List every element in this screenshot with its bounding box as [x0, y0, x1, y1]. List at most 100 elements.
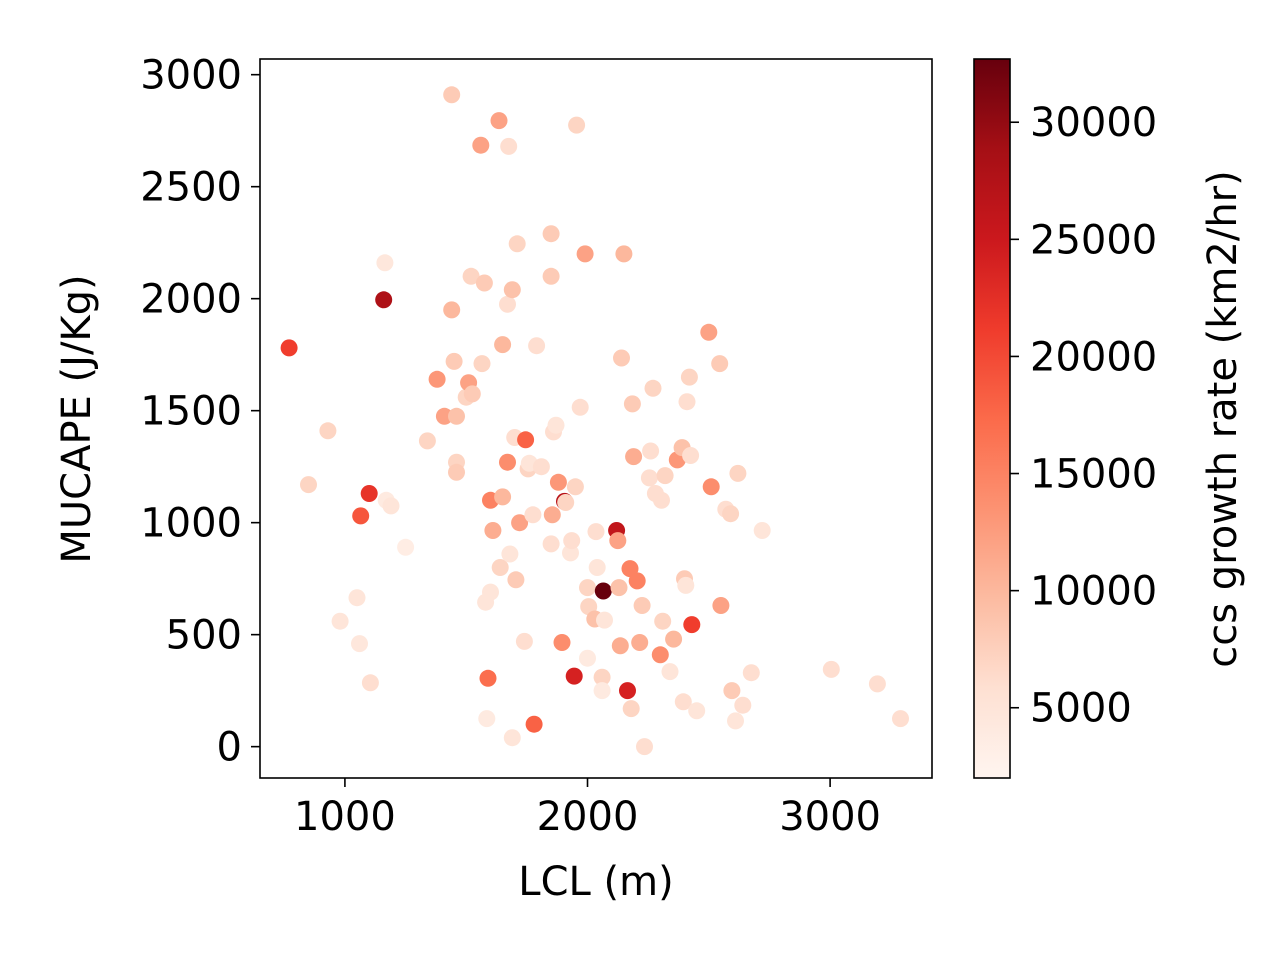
colorbar-tick-label-15000: 15000 — [1030, 452, 1157, 498]
data-point-101 — [642, 442, 660, 460]
data-point-90 — [615, 245, 633, 263]
data-point-116 — [680, 368, 698, 386]
colorbar-tick-label-25000: 25000 — [1030, 217, 1157, 263]
colorbar-tick-label-20000: 20000 — [1030, 334, 1157, 380]
data-point-72 — [568, 116, 586, 134]
data-point-129 — [734, 696, 752, 714]
data-points — [280, 86, 909, 756]
data-point-22 — [448, 407, 465, 425]
data-point-99 — [636, 738, 653, 756]
colorbar-tick-label-5000: 5000 — [1030, 686, 1132, 732]
data-point-9 — [375, 291, 393, 309]
data-point-45 — [503, 729, 521, 747]
data-point-1 — [300, 476, 317, 494]
data-point-29 — [475, 274, 493, 292]
data-point-21 — [448, 463, 465, 481]
data-point-118 — [683, 616, 701, 634]
x-axis: 1000 2000 3000 — [294, 778, 881, 840]
data-point-50 — [515, 632, 533, 650]
colorbar-axis: 5000 10000 15000 20000 25000 30000 — [1010, 100, 1157, 732]
data-point-84 — [596, 611, 613, 629]
colorbar — [973, 58, 1011, 779]
data-point-74 — [576, 245, 594, 263]
data-point-134 — [892, 710, 909, 728]
data-point-87 — [610, 579, 628, 597]
data-point-3 — [331, 612, 349, 630]
data-point-121 — [702, 478, 720, 496]
data-point-44 — [503, 281, 521, 299]
data-point-109 — [665, 630, 683, 648]
x-tick-label-3000: 3000 — [779, 794, 881, 840]
data-point-28 — [473, 355, 491, 373]
colorbar-tick-label-30000: 30000 — [1030, 100, 1157, 146]
data-point-98 — [633, 597, 651, 614]
data-point-68 — [562, 544, 579, 562]
data-point-27 — [472, 136, 490, 154]
data-point-17 — [443, 86, 461, 104]
data-point-97 — [631, 634, 649, 651]
data-point-100 — [640, 469, 658, 487]
data-point-55 — [525, 715, 543, 733]
data-point-80 — [588, 559, 606, 576]
data-point-58 — [542, 225, 560, 243]
data-point-5 — [351, 635, 368, 653]
data-point-43 — [501, 545, 519, 563]
data-point-63 — [547, 416, 565, 434]
data-point-39 — [494, 488, 512, 506]
data-point-37 — [491, 559, 509, 576]
data-point-104 — [651, 646, 669, 664]
data-point-59 — [542, 267, 560, 285]
data-point-19 — [445, 352, 463, 370]
data-point-8 — [361, 674, 379, 692]
data-point-6 — [352, 507, 370, 525]
data-point-79 — [587, 523, 605, 541]
data-point-18 — [443, 301, 461, 319]
data-point-4 — [348, 589, 366, 607]
data-point-132 — [822, 660, 840, 678]
data-point-128 — [729, 464, 747, 482]
data-point-54 — [524, 506, 542, 524]
data-point-83 — [594, 582, 612, 600]
data-point-16 — [435, 407, 453, 425]
data-point-61 — [543, 506, 561, 524]
data-point-120 — [700, 323, 718, 341]
data-point-10 — [376, 254, 394, 272]
y-axis: 0 500 1000 1500 2000 2500 3000 — [140, 53, 260, 771]
data-point-91 — [619, 682, 636, 700]
y-tick-label-500: 500 — [166, 613, 242, 659]
data-point-92 — [621, 560, 639, 578]
data-point-12 — [382, 497, 400, 515]
data-point-36 — [490, 112, 508, 130]
data-point-86 — [609, 532, 627, 550]
data-point-7 — [360, 485, 378, 502]
data-point-93 — [622, 700, 640, 718]
y-tick-label-3000: 3000 — [140, 53, 242, 99]
data-point-117 — [682, 447, 700, 464]
data-point-35 — [484, 522, 502, 539]
data-point-38 — [494, 336, 512, 354]
data-point-49 — [511, 514, 529, 532]
data-point-14 — [418, 432, 436, 450]
data-point-96 — [628, 572, 646, 590]
data-point-26 — [463, 385, 481, 403]
data-point-107 — [656, 467, 674, 485]
data-point-40 — [499, 453, 516, 471]
data-point-76 — [579, 579, 596, 597]
data-point-13 — [397, 538, 415, 556]
x-axis-title: LCL (m) — [518, 859, 673, 905]
y-tick-label-0: 0 — [217, 725, 242, 771]
data-point-60 — [542, 535, 560, 553]
data-point-51 — [517, 431, 535, 449]
data-point-2 — [319, 422, 337, 440]
data-point-88 — [611, 637, 629, 655]
data-point-15 — [428, 370, 446, 388]
data-point-102 — [644, 379, 662, 397]
x-tick-label-1000: 1000 — [294, 794, 396, 840]
data-point-133 — [868, 675, 886, 693]
data-point-106 — [654, 612, 672, 630]
data-point-75 — [579, 649, 596, 667]
data-point-41 — [499, 295, 516, 313]
x-tick-label-2000: 2000 — [537, 794, 639, 840]
data-point-67 — [557, 494, 575, 511]
